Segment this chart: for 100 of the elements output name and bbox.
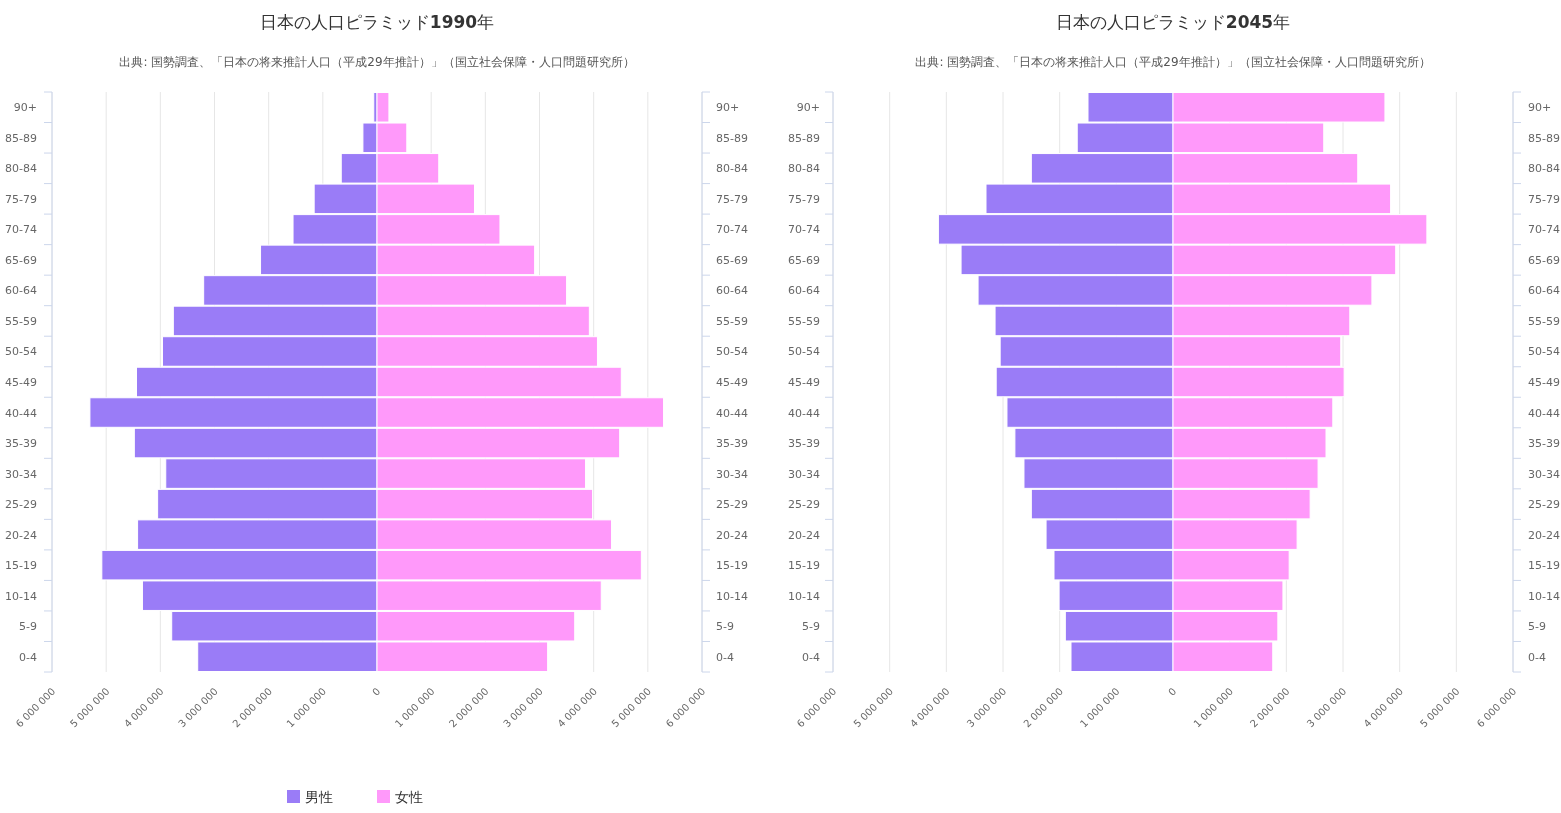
y-tick-label: 55-59 bbox=[716, 314, 748, 328]
x-tick-label: 1 000 000 bbox=[284, 685, 329, 730]
category-label: 10-14 bbox=[5, 589, 37, 603]
x-tick-label: 6 000 000 bbox=[663, 685, 708, 730]
y-tick-label: 90+ bbox=[716, 101, 740, 115]
category-label: 85-89 bbox=[1528, 131, 1560, 145]
y-tick-label: 25-29 bbox=[788, 498, 820, 512]
category-label: 65-69 bbox=[1528, 253, 1560, 267]
category-label: 20-24 bbox=[5, 528, 37, 542]
category-label: 15-19 bbox=[5, 559, 37, 573]
y-tick-label: 90+ bbox=[796, 101, 820, 115]
y-tick-label: 65-69 bbox=[716, 253, 748, 267]
category-label: 10-14 bbox=[1528, 589, 1560, 603]
category-label: 55-59 bbox=[5, 314, 37, 328]
x-tick-label: 3 000 000 bbox=[176, 685, 220, 730]
x-tick-label: 3 000 000 bbox=[501, 685, 545, 730]
x-tick-label: 1 000 000 bbox=[1077, 685, 1122, 730]
category-label: 0-4 bbox=[1528, 650, 1546, 664]
category-label: 65-69 bbox=[5, 253, 37, 267]
y-tick-label: 30-34 bbox=[788, 467, 820, 481]
category-label: 15-19 bbox=[1528, 559, 1560, 573]
y-tick-label: 35-39 bbox=[788, 437, 820, 451]
y-tick-label: 45-49 bbox=[788, 376, 820, 389]
chart-subtitle: 出典: 国勢調査、「日本の将来推計人口（平成29年推計）」（国立社会保障・人口問題研究所） bbox=[915, 55, 1431, 69]
category-label: 60-64 bbox=[1528, 284, 1560, 298]
category-label: 90+ bbox=[13, 101, 37, 115]
y-tick-label: 80-84 bbox=[716, 162, 748, 176]
chart-subtitle: 出典: 国勢調査、「日本の将来推計人口（平成29年推計）」（国立社会保障・人口問題研究所） bbox=[119, 55, 635, 69]
category-label: 45-49 bbox=[5, 376, 37, 389]
y-tick-label: 10-14 bbox=[788, 589, 820, 603]
legend-label: 男性 bbox=[305, 789, 333, 805]
category-label: 40-44 bbox=[5, 406, 37, 420]
category-label: 70-74 bbox=[5, 223, 37, 237]
chart-title: 日本の人口ピラミッド1990年 bbox=[259, 12, 495, 32]
category-label: 75-79 bbox=[1528, 192, 1560, 206]
y-tick-label: 5-9 bbox=[716, 620, 734, 634]
y-tick-label: 30-34 bbox=[716, 467, 748, 481]
category-label: 25-29 bbox=[5, 498, 37, 512]
x-tick-label: 4 000 000 bbox=[907, 685, 952, 730]
category-label: 5-9 bbox=[19, 620, 37, 634]
category-label: 80-84 bbox=[5, 162, 37, 176]
category-label: 40-44 bbox=[1528, 406, 1560, 420]
x-tick-label: 3 000 000 bbox=[1304, 685, 1349, 730]
y-tick-label: 55-59 bbox=[788, 314, 820, 328]
x-tick-label: 5 000 000 bbox=[1417, 685, 1462, 730]
category-label: 55-59 bbox=[1528, 314, 1560, 328]
category-label: 30-34 bbox=[5, 467, 37, 481]
y-tick-label: 25-29 bbox=[716, 498, 748, 512]
x-tick-label: 6 000 000 bbox=[1474, 685, 1519, 730]
x-tick-label: 6 000 000 bbox=[13, 685, 58, 730]
y-tick-label: 50-54 bbox=[716, 345, 748, 359]
x-tick-label: 1 000 000 bbox=[392, 685, 437, 730]
category-label: 0-4 bbox=[19, 650, 37, 664]
category-label: 35-39 bbox=[5, 437, 37, 451]
y-tick-label: 20-24 bbox=[788, 528, 820, 542]
x-tick-label: 4 000 000 bbox=[555, 685, 600, 730]
category-label: 85-89 bbox=[5, 131, 37, 145]
category-label: 50-54 bbox=[5, 345, 37, 359]
x-tick-label: 6 000 000 bbox=[794, 685, 839, 730]
category-label: 20-24 bbox=[1528, 528, 1560, 542]
x-tick-label: 0 bbox=[1166, 685, 1179, 698]
x-tick-label: 2 000 000 bbox=[1247, 685, 1292, 730]
y-tick-label: 85-89 bbox=[716, 131, 748, 145]
category-label: 5-9 bbox=[1528, 620, 1546, 634]
category-label: 70-74 bbox=[1528, 223, 1560, 237]
category-label: 50-54 bbox=[1528, 345, 1560, 359]
y-tick-label: 45-49 bbox=[716, 376, 748, 389]
y-tick-label: 15-19 bbox=[788, 559, 820, 573]
x-tick-label: 2 000 000 bbox=[1021, 685, 1066, 730]
x-tick-label: 5 000 000 bbox=[851, 685, 896, 730]
x-tick-label: 5 000 000 bbox=[609, 685, 654, 730]
y-tick-label: 0-4 bbox=[802, 650, 820, 664]
legend-label: 女性 bbox=[395, 789, 423, 805]
y-tick-label: 15-19 bbox=[716, 559, 748, 573]
y-tick-label: 0-4 bbox=[716, 650, 734, 664]
category-label: 25-29 bbox=[1528, 498, 1560, 512]
x-tick-label: 2 000 000 bbox=[230, 685, 275, 730]
y-tick-label: 70-74 bbox=[716, 223, 748, 237]
y-tick-label: 60-64 bbox=[716, 284, 748, 298]
x-tick-label: 5 000 000 bbox=[67, 685, 112, 730]
y-tick-label: 40-44 bbox=[716, 406, 748, 420]
y-tick-label: 80-84 bbox=[788, 162, 820, 176]
x-tick-label: 2 000 000 bbox=[446, 685, 491, 730]
y-tick-label: 85-89 bbox=[788, 131, 820, 145]
y-tick-label: 75-79 bbox=[716, 192, 748, 206]
x-tick-label: 1 000 000 bbox=[1191, 685, 1236, 730]
chart-title: 日本の人口ピラミッド2045年 bbox=[1055, 12, 1291, 32]
y-tick-label: 40-44 bbox=[788, 406, 820, 420]
x-tick-label: 4 000 000 bbox=[121, 685, 166, 730]
y-tick-label: 20-24 bbox=[716, 528, 748, 542]
category-label: 30-34 bbox=[1528, 467, 1560, 481]
category-label: 45-49 bbox=[1528, 376, 1560, 389]
y-tick-label: 35-39 bbox=[716, 437, 748, 451]
y-tick-label: 5-9 bbox=[802, 620, 820, 634]
category-label: 35-39 bbox=[1528, 437, 1560, 451]
category-label: 80-84 bbox=[1528, 162, 1560, 176]
y-tick-label: 65-69 bbox=[788, 253, 820, 267]
y-tick-label: 50-54 bbox=[788, 345, 820, 359]
category-label: 60-64 bbox=[5, 284, 37, 298]
y-tick-label: 60-64 bbox=[788, 284, 820, 298]
